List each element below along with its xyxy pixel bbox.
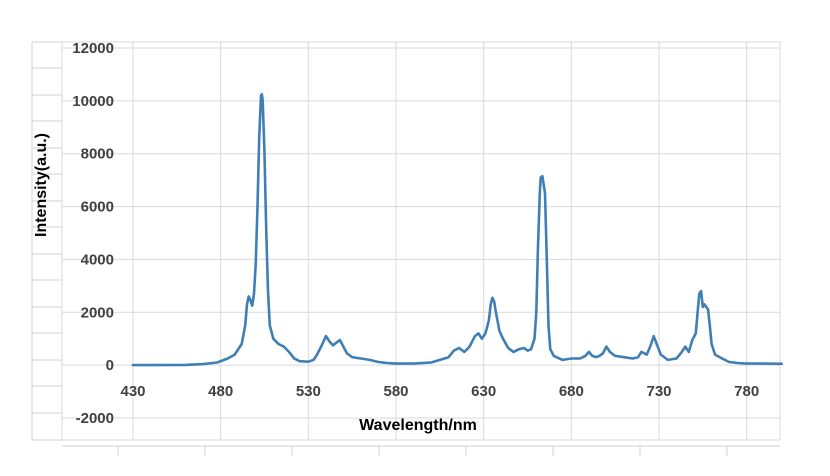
y-tick-label: 2000 [81, 304, 114, 321]
y-tick-label: 8000 [81, 146, 114, 163]
x-tick-label: 580 [383, 383, 408, 400]
y-tick-label: 12000 [72, 40, 114, 57]
x-tick-label: 630 [471, 383, 496, 400]
x-tick-label: 780 [734, 383, 759, 400]
x-tick-label: 480 [208, 383, 233, 400]
y-outer-ruler [31, 41, 62, 441]
tick-labels: -2000 0 2000 4000 6000 8000 10000 12000 430 480 53… [72, 40, 759, 427]
gridlines [62, 42, 780, 440]
y-axis-title: Intensity(a.u.) [33, 133, 50, 237]
x-axis-title: Wavelength/nm [359, 417, 477, 434]
plot-frame [61, 41, 781, 441]
x-tick-label: 530 [296, 383, 321, 400]
x-tick-label: 680 [559, 383, 584, 400]
y-tick-label: 10000 [72, 93, 114, 110]
y-tick-label: 4000 [81, 251, 114, 268]
x-tick-label: 730 [646, 383, 671, 400]
y-tick-label: 0 [106, 357, 114, 374]
y-tick-label: -2000 [76, 410, 114, 427]
y-tick-label: 6000 [81, 199, 114, 216]
spectrum-series-line [131, 93, 783, 367]
x-outer-ruler [62, 445, 780, 456]
x-tick-label: 430 [120, 383, 145, 400]
